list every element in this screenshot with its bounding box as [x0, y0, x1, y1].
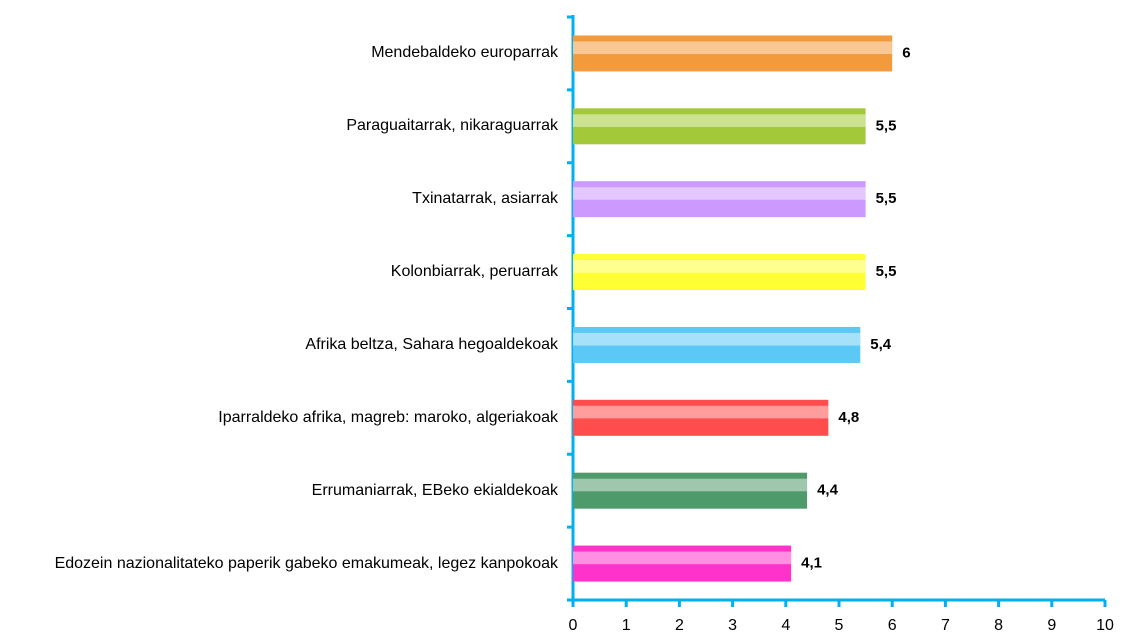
x-tick-label: 10: [1096, 617, 1114, 634]
bar: [573, 254, 866, 291]
x-tick-label: 7: [941, 617, 950, 634]
bar-shine: [573, 41, 893, 55]
bar-shine: [573, 478, 808, 492]
y-tick-label: Afrika beltza, Sahara hegoaldekoak: [305, 335, 558, 353]
x-tick-label: 1: [622, 617, 631, 634]
bar: [573, 181, 866, 218]
bar: [573, 35, 893, 72]
value-label: 5,5: [876, 263, 897, 280]
bar-shine: [573, 551, 792, 565]
value-label: 5,5: [876, 117, 897, 134]
bar-shine: [573, 405, 829, 419]
y-tick-label: Edozein nazionalitateko paperik gabeko e…: [54, 554, 558, 572]
x-tick-label: 3: [728, 617, 737, 634]
y-tick-label: Errumaniarrak, EBeko ekialdekoak: [311, 481, 558, 499]
value-label: 4,1: [801, 555, 822, 572]
x-tick-label: 2: [675, 617, 684, 634]
x-tick-label: 4: [781, 617, 790, 634]
value-label: 6: [902, 44, 910, 61]
bar-shine: [573, 114, 866, 127]
y-tick-label: Paraguaitarrak, nikaraguarrak: [346, 117, 558, 135]
bar: [573, 326, 861, 363]
x-tick-label: 6: [888, 617, 897, 634]
bar: [573, 545, 792, 582]
value-label: 5,5: [876, 190, 897, 207]
x-tick-label: 5: [835, 617, 844, 634]
x-tick-label: 9: [1047, 617, 1056, 634]
value-label: 5,4: [870, 336, 892, 353]
bar-shine: [573, 260, 866, 273]
value-label: 4,8: [838, 409, 859, 426]
y-tick-label: Mendebaldeko europarrak: [371, 44, 558, 62]
x-tick-label: 8: [994, 617, 1003, 634]
bar-shine: [573, 187, 866, 200]
x-tick-label: 0: [569, 617, 578, 634]
y-tick-label: Kolonbiarrak, peruarrak: [390, 263, 558, 281]
bar: [573, 108, 866, 145]
value-label: 4,4: [817, 482, 839, 499]
bar: [573, 472, 808, 509]
bar: [573, 399, 829, 436]
y-tick-label: Iparraldeko afrika, magreb: maroko, alge…: [218, 408, 558, 426]
bar-shine: [573, 332, 861, 346]
y-tick-label: Txinatarrak, asiarrak: [412, 190, 558, 208]
